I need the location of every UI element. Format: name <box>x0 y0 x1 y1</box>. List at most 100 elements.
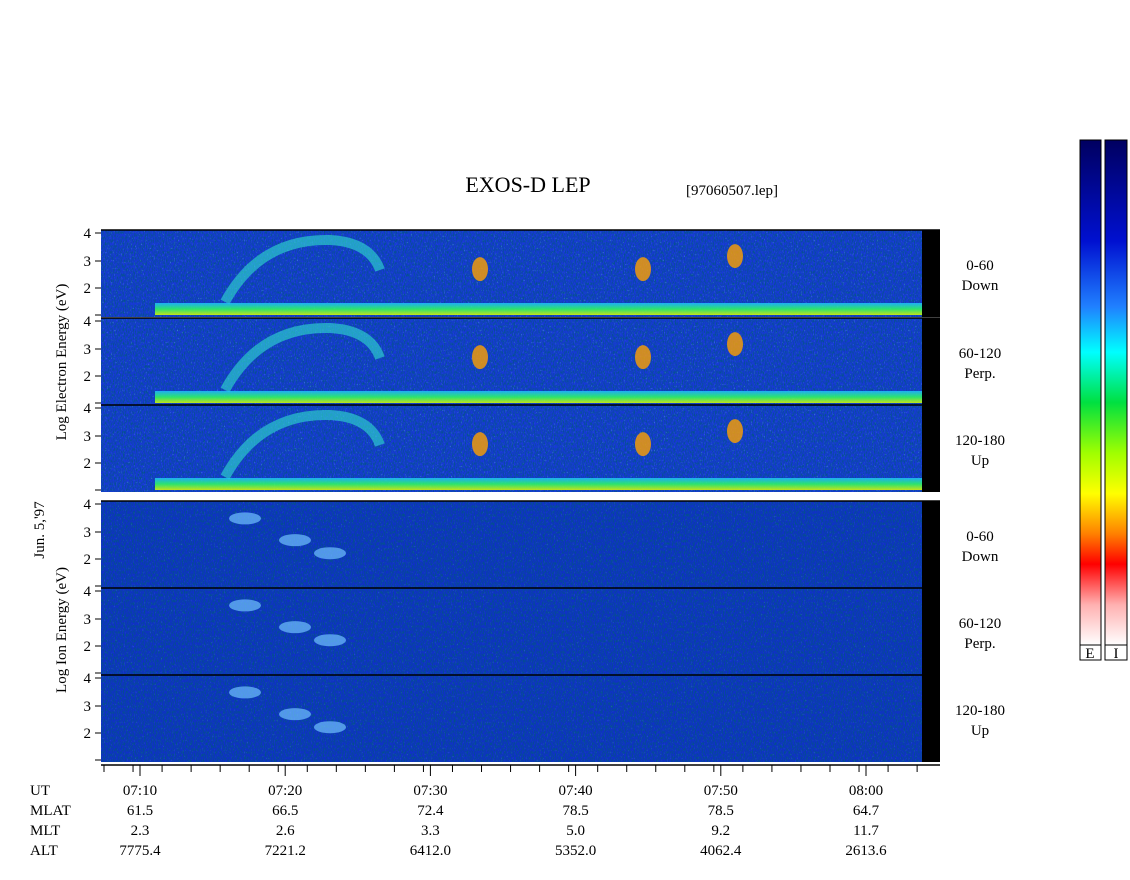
panel-direction: Down <box>962 278 999 294</box>
colorbar-label: E <box>1085 646 1094 662</box>
x-value: 07:40 <box>559 783 593 799</box>
x-value: 5352.0 <box>555 843 596 859</box>
x-value: 2.6 <box>276 823 295 839</box>
data-gap <box>922 501 940 588</box>
y-tick-label: 2 <box>84 552 92 568</box>
y-tick-label: 3 <box>84 254 92 270</box>
x-value: 11.7 <box>853 823 879 839</box>
x-value: 3.3 <box>421 823 440 839</box>
title: EXOS-D LEP <box>465 172 590 197</box>
burst <box>727 419 743 444</box>
date-label: Jun. 5,'97 <box>32 501 48 559</box>
x-axis-labels: UT 07:10 07:20 07:30 07:40 07:50 08:00 MLAT 61.5… <box>30 765 918 859</box>
burst <box>314 634 346 647</box>
panel-direction: Down <box>962 549 999 565</box>
x-value: 78.5 <box>708 803 734 819</box>
x-value: 5.0 <box>566 823 585 839</box>
burst <box>314 547 346 560</box>
colorbar-e-box <box>1079 644 1102 661</box>
colorbar-i-box <box>1104 644 1128 661</box>
y-tick-label: 4 <box>84 226 92 242</box>
x-value: 07:50 <box>704 783 738 799</box>
burst <box>472 432 488 457</box>
burst <box>472 257 488 282</box>
panel-direction: Up <box>971 453 989 469</box>
y-tick-label: 2 <box>84 639 92 655</box>
burst <box>314 721 346 734</box>
y-tick-label: 3 <box>84 429 92 445</box>
colorbar-label: I <box>1114 646 1119 662</box>
noise-light <box>101 405 922 492</box>
arc <box>220 234 385 305</box>
low-band <box>155 391 922 403</box>
noise-light <box>101 230 922 317</box>
y-tick-label: 3 <box>84 612 92 628</box>
arc <box>220 322 385 393</box>
x-value: 6412.0 <box>410 843 451 859</box>
y-tick-label: 4 <box>84 671 92 687</box>
burst <box>229 599 261 612</box>
x-value: 07:10 <box>123 783 157 799</box>
panel-range: 60-120 <box>959 346 1002 362</box>
burst <box>727 244 743 269</box>
data-gap <box>922 675 940 762</box>
y-tick-label: 3 <box>84 342 92 358</box>
electron-axis-label: Log Electron Energy (eV) <box>54 284 70 441</box>
burst <box>635 345 651 370</box>
x-value: 2.3 <box>131 823 150 839</box>
noise-light <box>101 501 922 588</box>
panel-range: 120-180 <box>955 703 1005 719</box>
y-tick-label: 3 <box>84 699 92 715</box>
x-value: 9.2 <box>711 823 730 839</box>
row-name: MLT <box>30 823 60 839</box>
y-tick-label: 2 <box>84 726 92 742</box>
noise-light <box>101 675 922 762</box>
burst <box>472 345 488 370</box>
burst <box>229 512 261 525</box>
panel-range: 60-120 <box>959 616 1002 632</box>
file-name: [97060507.lep] <box>686 183 778 199</box>
panel-range: 0-60 <box>966 529 994 545</box>
y-tick-label: 4 <box>84 497 92 513</box>
x-value: 7221.2 <box>265 843 306 859</box>
burst <box>635 257 651 282</box>
panel-direction: Perp. <box>964 636 995 652</box>
low-band <box>155 478 922 490</box>
y-tick-label: 2 <box>84 456 92 472</box>
colorbar-i <box>1104 139 1128 646</box>
ion-axis-label: Log Ion Energy (eV) <box>54 567 70 693</box>
low-band <box>155 303 922 315</box>
panel-range: 0-60 <box>966 258 994 274</box>
burst <box>279 708 311 721</box>
row-name: UT <box>30 783 50 799</box>
data-gap <box>922 588 940 675</box>
panel-direction: Perp. <box>964 366 995 382</box>
noise-light <box>101 588 922 675</box>
data-gap <box>922 230 940 317</box>
x-value: 4062.4 <box>700 843 742 859</box>
colorbar-e <box>1079 139 1102 646</box>
x-value: 61.5 <box>127 803 153 819</box>
y-tick-label: 2 <box>84 369 92 385</box>
x-value: 64.7 <box>853 803 880 819</box>
x-value: 66.5 <box>272 803 298 819</box>
y-tick-label: 2 <box>84 281 92 297</box>
burst <box>635 432 651 457</box>
y-tick-label: 3 <box>84 525 92 541</box>
spectrograms: 4 3 2 0-60 Down 4 3 2 60-120 Perp. 4 3 2 120-180 Up 4 3 2… <box>84 226 1005 762</box>
data-gap <box>922 405 940 492</box>
arc <box>220 409 385 480</box>
noise-light <box>101 318 922 405</box>
data-gap <box>922 318 940 405</box>
y-tick-label: 4 <box>84 584 92 600</box>
burst <box>279 621 311 634</box>
burst <box>727 332 743 357</box>
panel-range: 120-180 <box>955 433 1005 449</box>
burst <box>229 686 261 699</box>
y-tick-label: 4 <box>84 314 92 330</box>
x-value: 08:00 <box>849 783 883 799</box>
x-value: 72.4 <box>417 803 444 819</box>
x-value: 7775.4 <box>119 843 161 859</box>
x-value: 07:30 <box>413 783 447 799</box>
